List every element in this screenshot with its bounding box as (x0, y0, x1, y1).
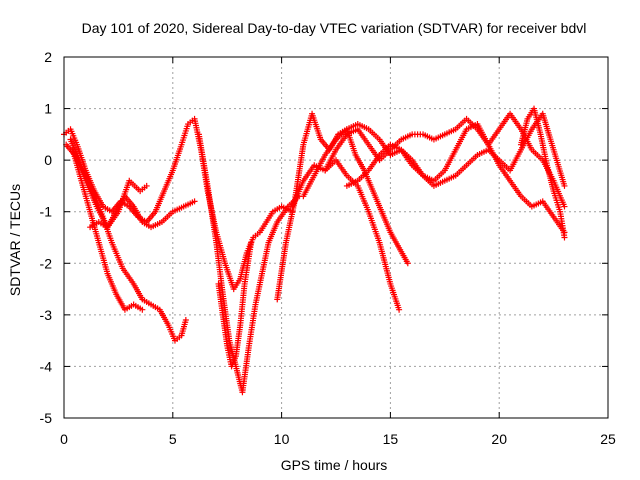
data-point (561, 203, 568, 210)
y-tick-label: 1 (44, 101, 52, 117)
x-axis-label: GPS time / hours (281, 457, 388, 473)
chart-title: Day 101 of 2020, Sidereal Day-to-day VTE… (82, 20, 587, 36)
data-point (561, 182, 568, 189)
data-point (191, 198, 198, 205)
y-tick-label: -5 (40, 410, 53, 426)
y-tick-label: 2 (44, 49, 52, 65)
data-point (561, 234, 568, 241)
data-point (248, 239, 255, 246)
y-axis-label: SDTVAR / TECUs (7, 184, 23, 296)
data-point (182, 317, 189, 324)
x-tick-label: 5 (169, 431, 177, 447)
data-point (404, 260, 411, 267)
data-point (139, 306, 146, 313)
gridlines (64, 57, 608, 418)
y-tick-label: -4 (40, 358, 53, 374)
x-tick-label: 0 (60, 431, 68, 447)
x-tick-label: 20 (491, 431, 507, 447)
x-tick-label: 25 (600, 431, 616, 447)
y-tick-label: -3 (40, 307, 53, 323)
plot-frame (63, 56, 609, 419)
axis-ticks: 0 5 10 15 20 25 -5 -4 -3 -2 -1 0 1 2 (40, 49, 616, 447)
data-points (61, 105, 568, 396)
y-tick-label: -2 (40, 255, 53, 271)
data-point (396, 306, 403, 313)
data-point (143, 182, 150, 189)
y-tick-label: 0 (44, 152, 52, 168)
x-tick-label: 15 (383, 431, 399, 447)
x-tick-label: 10 (274, 431, 290, 447)
y-tick-label: -1 (40, 204, 53, 220)
